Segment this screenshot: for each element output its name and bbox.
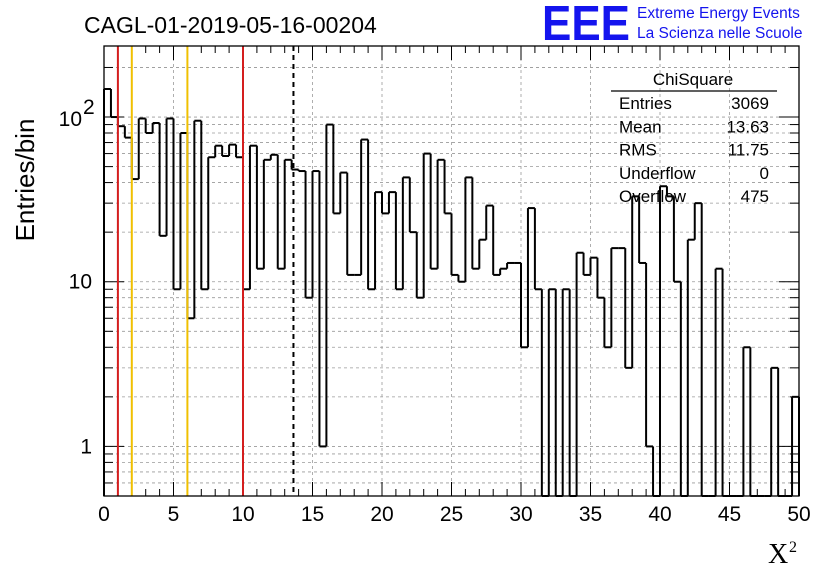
stats-row-label: RMS xyxy=(619,141,657,160)
x-axis-label-exponent: 2 xyxy=(789,539,797,556)
x-axis-label: X 2 xyxy=(768,539,797,570)
logo-line-1: Extreme Energy Events xyxy=(637,5,800,22)
x-tick-label: 0 xyxy=(98,503,110,526)
x-tick-label: 10 xyxy=(231,503,254,526)
stats-row-value: 0 xyxy=(760,164,769,183)
stats-row-label: Mean xyxy=(619,117,662,136)
grid-lines xyxy=(104,46,799,496)
x-tick-label: 20 xyxy=(370,503,393,526)
stats-row-label: Underflow xyxy=(619,164,696,183)
y-tick-label: 10 xyxy=(69,271,92,294)
stats-row-value: 13.63 xyxy=(726,117,769,136)
stats-title: ChiSquare xyxy=(653,70,733,89)
logo-mark: EEE xyxy=(542,0,630,51)
x-tick-label: 30 xyxy=(509,503,532,526)
stats-row-value: 475 xyxy=(741,187,769,206)
x-tick-label: 35 xyxy=(579,503,602,526)
stats-row-label: Overflow xyxy=(619,187,687,206)
x-tick-label: 15 xyxy=(301,503,324,526)
stats-row-value: 3069 xyxy=(731,94,769,113)
stats-row-label: Entries xyxy=(619,94,672,113)
stats-box: ChiSquare Entries 3069 Mean 13.63 RMS 11.75 Un… xyxy=(611,70,777,206)
stats-row-value: 11.75 xyxy=(728,141,769,160)
logo-line-2: La Scienza nelle Scuole xyxy=(637,25,802,42)
y-tick-label: 1 xyxy=(80,435,92,458)
eee-logo: EEE Extreme Energy Events La Scienza nel… xyxy=(542,0,802,51)
x-axis-label-text: X xyxy=(768,539,788,570)
x-tick-label: 45 xyxy=(718,503,741,526)
y-tick-label: 10 xyxy=(59,108,82,131)
marker-lines xyxy=(116,46,295,496)
x-tick-label: 5 xyxy=(168,503,180,526)
x-tick-label: 50 xyxy=(787,503,810,526)
x-tick-label: 40 xyxy=(648,503,671,526)
x-tick-label: 25 xyxy=(440,503,463,526)
y-axis-label: Entries/bin xyxy=(10,119,40,242)
chart-title: CAGL-01-2019-05-16-00204 xyxy=(84,12,377,38)
y-tick-label-exponent: 2 xyxy=(83,96,95,119)
plot-frame xyxy=(103,45,800,497)
